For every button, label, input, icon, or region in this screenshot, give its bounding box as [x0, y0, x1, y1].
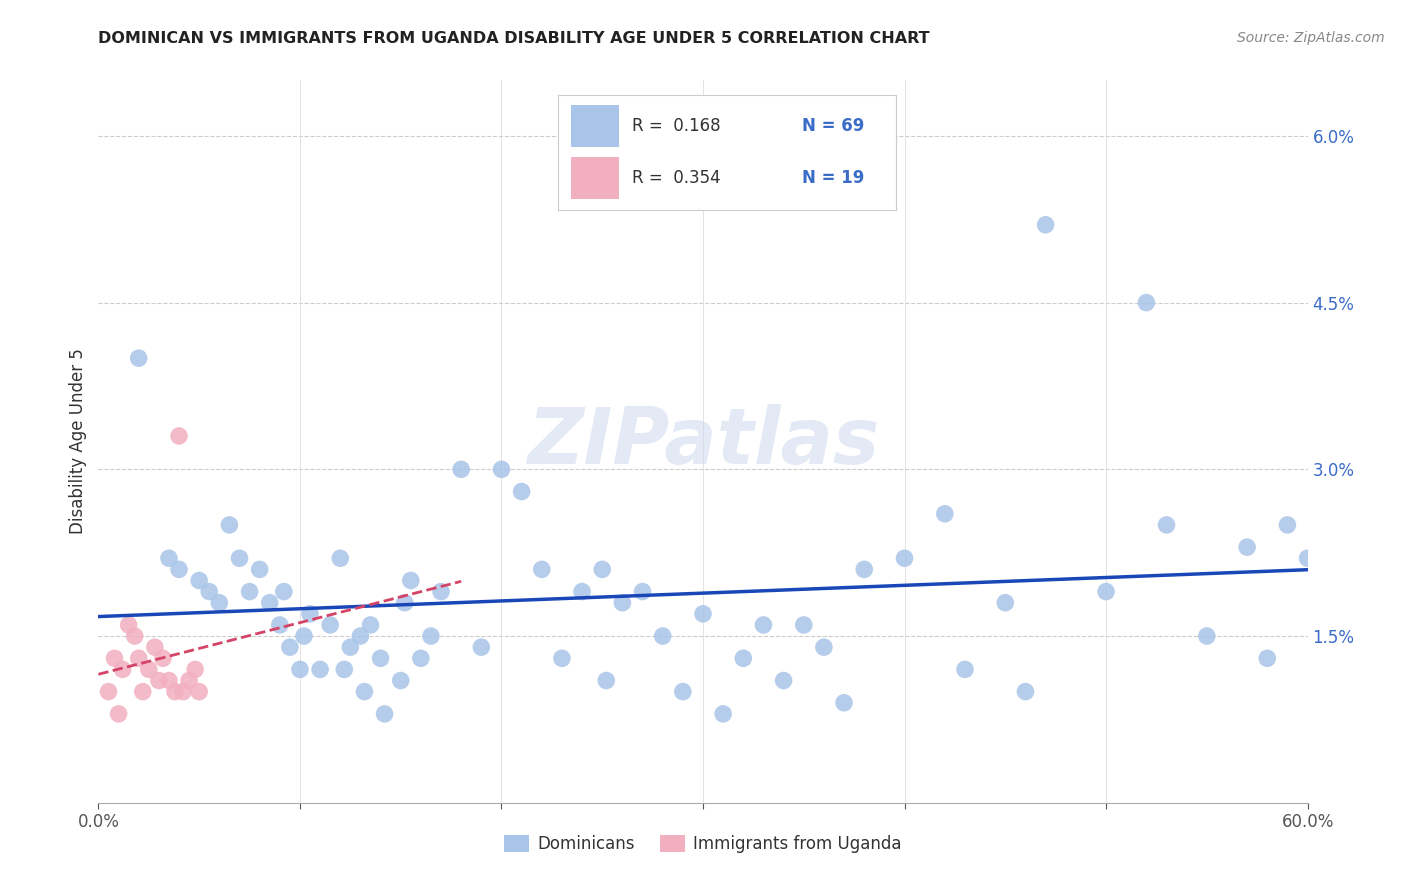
Point — [510, 484, 533, 499]
Point — [953, 662, 976, 676]
Point — [1296, 551, 1319, 566]
Point — [288, 662, 311, 676]
Point — [309, 662, 332, 676]
Point — [152, 651, 174, 665]
Point — [595, 673, 617, 688]
Point — [1195, 629, 1218, 643]
Point — [172, 684, 194, 698]
Point — [893, 551, 915, 566]
Point — [832, 696, 855, 710]
Point — [420, 629, 443, 643]
Point — [409, 651, 432, 665]
Point — [157, 673, 180, 688]
Point — [319, 618, 342, 632]
Point — [188, 684, 211, 698]
Legend: Dominicans, Immigrants from Uganda: Dominicans, Immigrants from Uganda — [498, 828, 908, 860]
Point — [124, 629, 146, 643]
Point — [1156, 517, 1178, 532]
Point — [349, 629, 371, 643]
Point — [1095, 584, 1118, 599]
Point — [772, 673, 794, 688]
Point — [167, 562, 190, 576]
Point — [208, 596, 231, 610]
Point — [278, 640, 301, 655]
Point — [118, 618, 141, 632]
Point — [1256, 651, 1278, 665]
Point — [491, 462, 513, 476]
Point — [571, 584, 593, 599]
Point — [184, 662, 207, 676]
Point — [292, 629, 315, 643]
Point — [239, 584, 262, 599]
Text: DOMINICAN VS IMMIGRANTS FROM UGANDA DISABILITY AGE UNDER 5 CORRELATION CHART: DOMINICAN VS IMMIGRANTS FROM UGANDA DISA… — [98, 31, 929, 46]
Point — [994, 596, 1017, 610]
Point — [399, 574, 422, 588]
Point — [360, 618, 382, 632]
Point — [128, 351, 150, 366]
Point — [530, 562, 553, 576]
Point — [111, 662, 134, 676]
Point — [711, 706, 734, 721]
Point — [329, 551, 352, 566]
Point — [138, 662, 160, 676]
Point — [612, 596, 634, 610]
Point — [853, 562, 876, 576]
Point — [651, 629, 673, 643]
Point — [107, 706, 129, 721]
Point — [228, 551, 250, 566]
Point — [249, 562, 271, 576]
Point — [1014, 684, 1036, 698]
Point — [470, 640, 492, 655]
Point — [692, 607, 714, 621]
Point — [394, 596, 416, 610]
Point — [339, 640, 361, 655]
Point — [370, 651, 392, 665]
Point — [97, 684, 120, 698]
Point — [1277, 517, 1299, 532]
Point — [269, 618, 291, 632]
Point — [672, 684, 695, 698]
Point — [218, 517, 240, 532]
Point — [299, 607, 322, 621]
Point — [1135, 295, 1157, 310]
Point — [430, 584, 453, 599]
Point — [273, 584, 295, 599]
Point — [259, 596, 281, 610]
Point — [934, 507, 956, 521]
Point — [752, 618, 775, 632]
Point — [148, 673, 170, 688]
Point — [374, 706, 396, 721]
Y-axis label: Disability Age Under 5: Disability Age Under 5 — [69, 349, 87, 534]
Point — [333, 662, 356, 676]
Point — [179, 673, 201, 688]
Point — [103, 651, 125, 665]
Point — [551, 651, 574, 665]
Point — [813, 640, 835, 655]
Point — [143, 640, 166, 655]
Text: Source: ZipAtlas.com: Source: ZipAtlas.com — [1237, 31, 1385, 45]
Point — [733, 651, 755, 665]
Point — [591, 562, 613, 576]
Point — [157, 551, 180, 566]
Point — [163, 684, 186, 698]
Point — [1236, 540, 1258, 554]
Point — [353, 684, 375, 698]
Text: ZIPatlas: ZIPatlas — [527, 403, 879, 480]
Point — [167, 429, 190, 443]
Point — [128, 651, 150, 665]
Point — [631, 584, 654, 599]
Point — [450, 462, 472, 476]
Point — [1035, 218, 1057, 232]
Point — [132, 684, 155, 698]
Point — [188, 574, 211, 588]
Point — [389, 673, 412, 688]
Point — [793, 618, 815, 632]
Point — [198, 584, 221, 599]
